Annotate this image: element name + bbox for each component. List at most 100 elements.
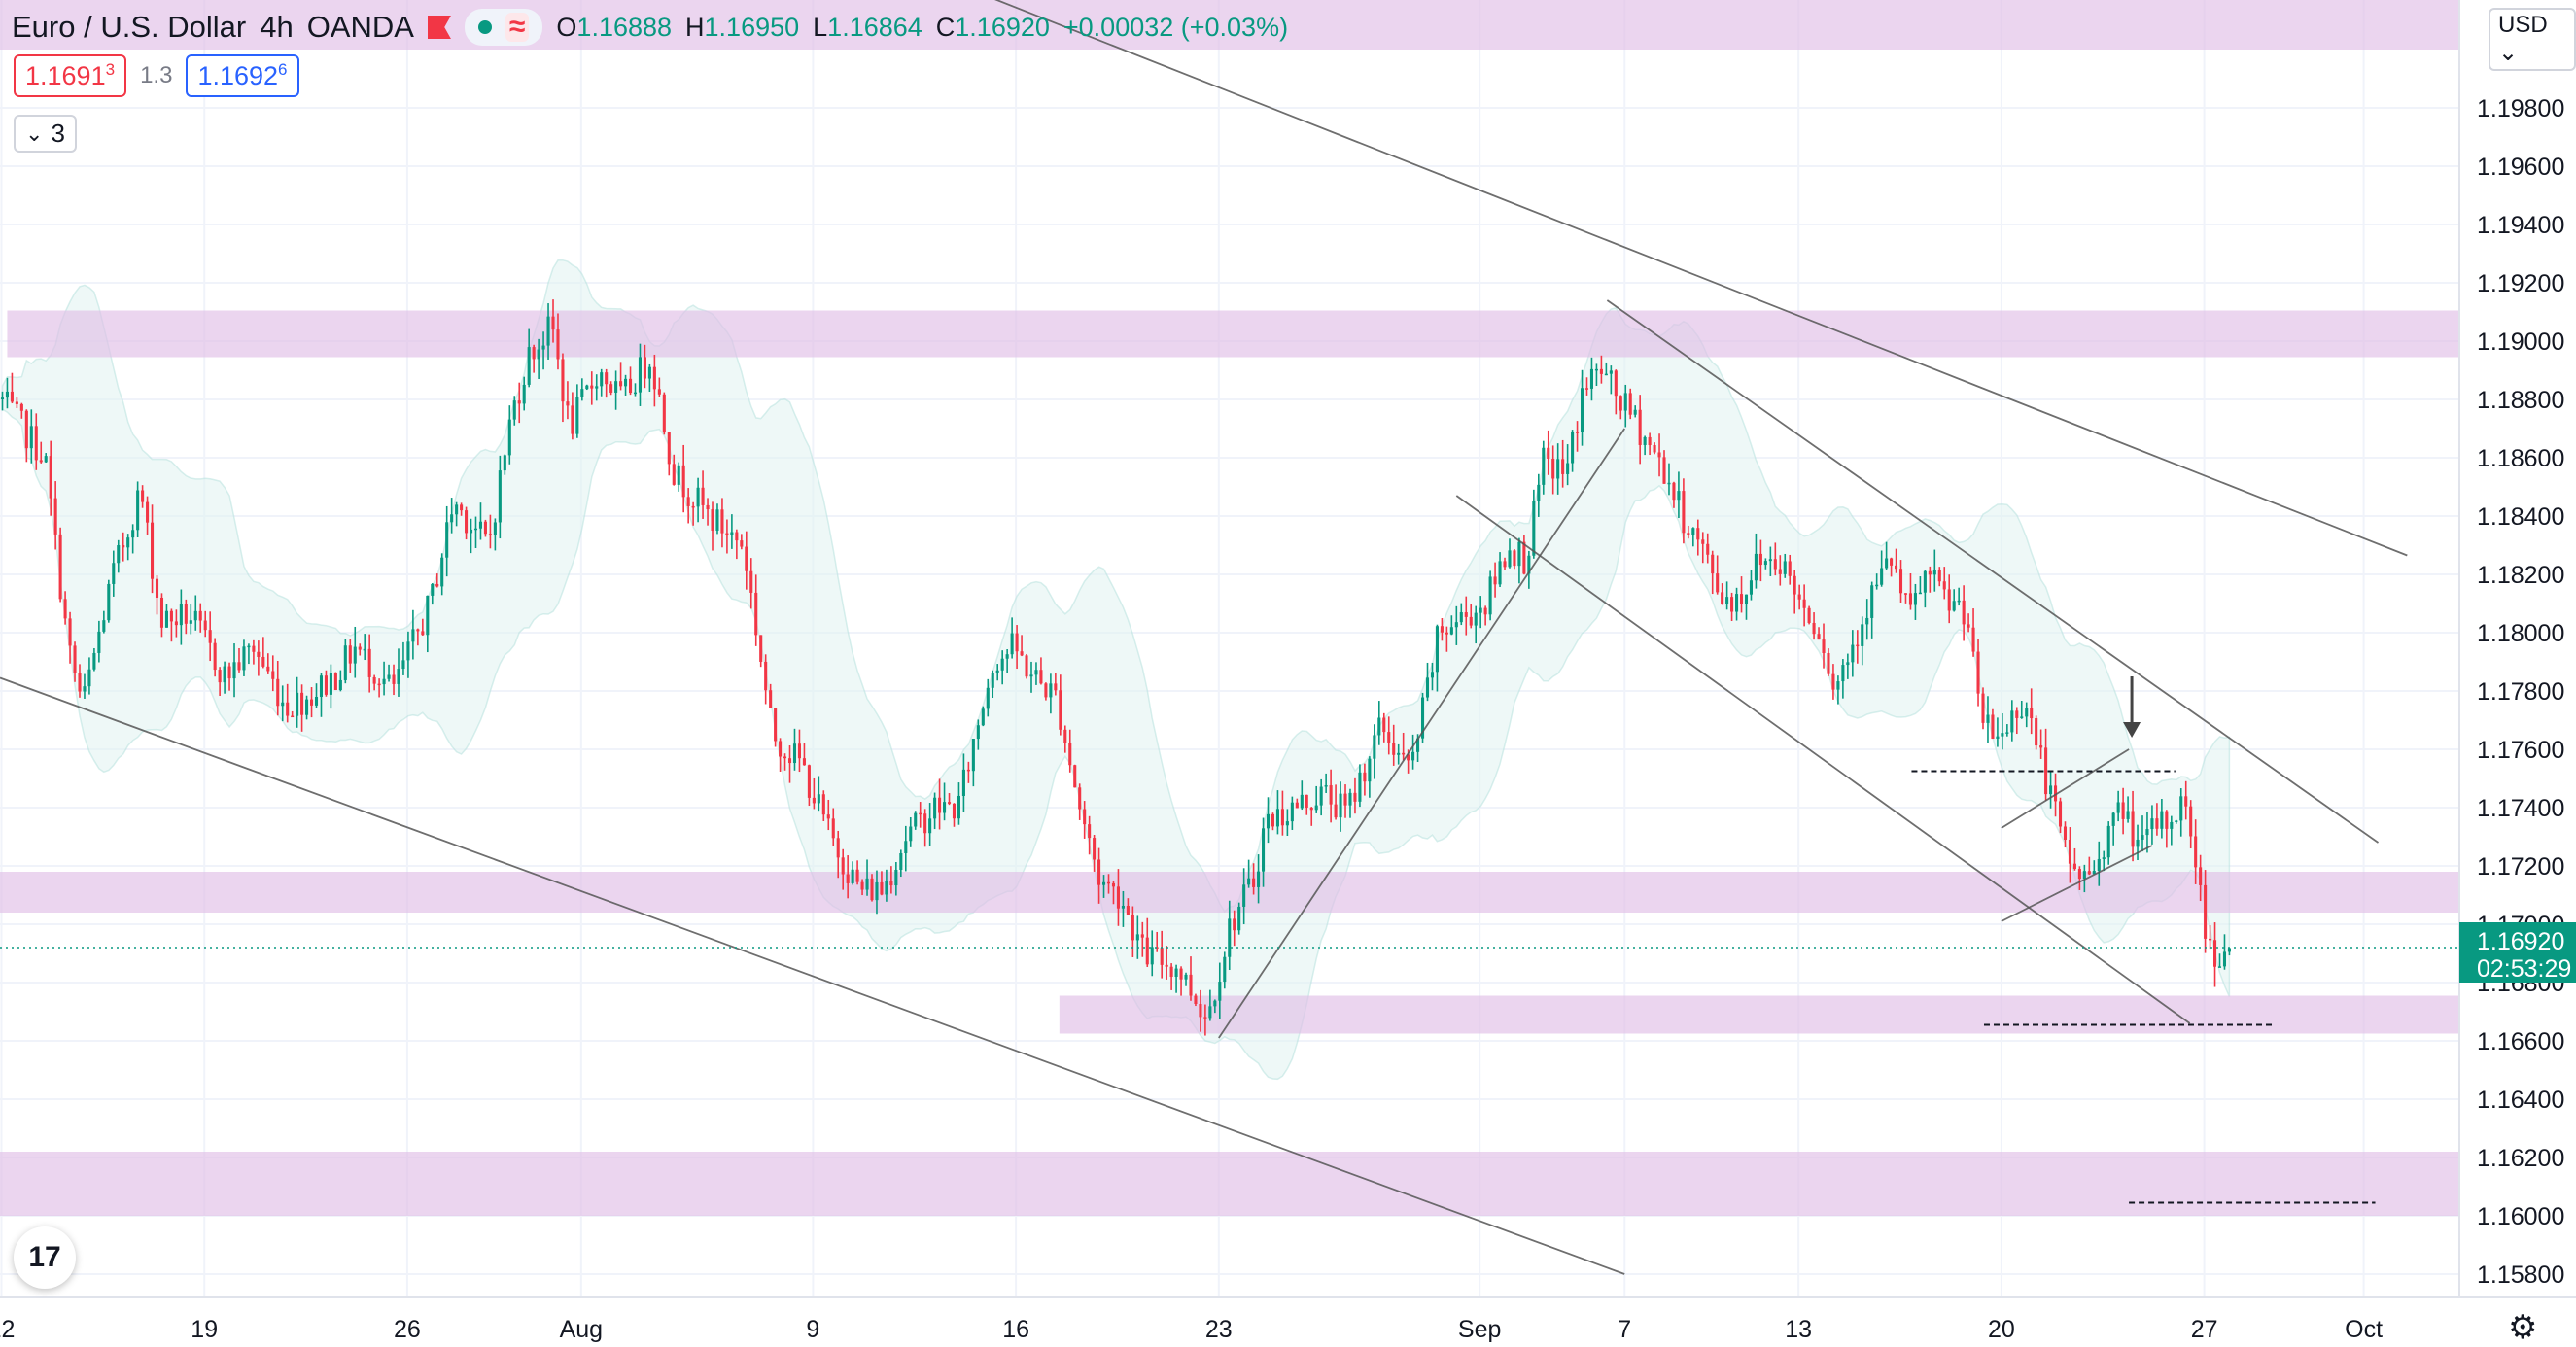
candle-body xyxy=(1493,576,1497,585)
candle-body xyxy=(87,669,91,687)
candle-body xyxy=(2165,811,2169,829)
interval-label[interactable]: 4h xyxy=(260,10,294,44)
candle-body xyxy=(300,692,304,715)
candle-body xyxy=(15,401,18,404)
candle-body xyxy=(2063,826,2068,840)
candle-body xyxy=(1571,432,1575,464)
candle-body xyxy=(1150,947,1154,965)
candle-body xyxy=(2049,785,2053,795)
candle-body xyxy=(193,610,197,621)
candle-body xyxy=(184,604,188,624)
gear-icon[interactable]: ⚙ xyxy=(2508,1309,2538,1346)
candle-body xyxy=(643,357,646,379)
candle-body xyxy=(159,597,164,628)
candle-body xyxy=(851,869,854,883)
zone-rect xyxy=(0,0,2459,50)
candle-body xyxy=(802,758,806,766)
candle-body xyxy=(242,646,246,671)
candle-body xyxy=(981,708,985,726)
candle-body xyxy=(2082,871,2086,880)
candle-body xyxy=(445,522,449,558)
candle-body xyxy=(503,455,506,471)
candle-body xyxy=(252,645,256,652)
time-tick-label: Oct xyxy=(2345,1316,2383,1343)
candle-body xyxy=(1088,824,1092,839)
candle-body xyxy=(817,794,820,804)
indicator-count: 3 xyxy=(51,119,65,148)
candle-body xyxy=(1614,370,1618,397)
candle-body xyxy=(53,498,57,535)
candle-body xyxy=(266,666,270,672)
candle-body xyxy=(769,690,773,708)
candle-body xyxy=(276,678,280,707)
candle-body xyxy=(473,528,478,531)
candle-body xyxy=(431,583,435,596)
candle-body xyxy=(1059,690,1062,730)
candle-body xyxy=(353,646,357,664)
price-tick-label: 1.18200 xyxy=(2477,562,2564,589)
candle-body xyxy=(928,818,932,834)
flag-icon[interactable] xyxy=(427,16,451,39)
candle-body xyxy=(493,522,497,535)
candle-body xyxy=(2054,785,2058,802)
candle-body xyxy=(875,881,879,901)
candle-body xyxy=(1208,1006,1212,1019)
chevron-down-icon: ⌄ xyxy=(25,121,44,146)
candle-body xyxy=(2068,839,2071,864)
candle-body xyxy=(126,537,130,548)
candle-body xyxy=(151,522,155,579)
price-tick-label: 1.19800 xyxy=(2477,95,2564,122)
candle-body xyxy=(1716,573,1720,593)
zone-rect xyxy=(7,310,2459,358)
price-tick-label: 1.17200 xyxy=(2477,853,2564,881)
candle-body xyxy=(512,400,516,420)
candle-body xyxy=(1908,593,1912,605)
trendline xyxy=(1606,299,2380,844)
time-tick-label: 23 xyxy=(1205,1316,1233,1343)
time-axis: 12 19 26 Aug 9 16 23 Sep 7 13 20 27 Oct xyxy=(0,1296,2576,1347)
currency-selector[interactable]: USD ⌄ xyxy=(2489,8,2576,71)
candle-body xyxy=(2189,806,2193,837)
candle-body xyxy=(1672,482,1676,501)
candle-body xyxy=(1551,458,1555,479)
tradingview-logo[interactable]: 17 xyxy=(14,1226,76,1289)
candle-body xyxy=(1029,674,1033,677)
candle-body xyxy=(179,604,183,626)
candle-body xyxy=(1000,658,1004,671)
time-tick-label: 19 xyxy=(191,1316,218,1343)
candle-body xyxy=(1754,553,1758,581)
candle-body xyxy=(1517,541,1521,567)
indicators-toggle[interactable]: ⌄ 3 xyxy=(14,115,77,153)
candle-body xyxy=(333,673,337,691)
candle-body xyxy=(34,426,38,461)
status-pill[interactable]: ≈ xyxy=(464,9,543,46)
candle-body xyxy=(1063,729,1067,743)
sell-button[interactable]: 1.16913 xyxy=(14,54,127,97)
candle-body xyxy=(261,656,265,667)
candle-body xyxy=(2106,825,2110,858)
candle-body xyxy=(232,662,236,679)
candle-body xyxy=(2030,708,2034,719)
buy-button[interactable]: 1.16926 xyxy=(186,54,299,97)
candle-body xyxy=(382,678,386,685)
candle-body xyxy=(1735,594,1739,612)
candle-body xyxy=(725,533,729,535)
quote-row: 1.16913 1.3 1.16926 xyxy=(14,54,299,97)
candle-body xyxy=(672,464,676,485)
candle-body xyxy=(10,391,14,402)
candle-body xyxy=(1763,561,1767,566)
candle-body xyxy=(227,666,231,679)
symbol-title[interactable]: Euro / U.S. Dollar xyxy=(12,10,247,44)
candle-body xyxy=(29,426,33,449)
candle-body xyxy=(0,397,5,399)
candle-body xyxy=(624,378,628,387)
candle-body xyxy=(1049,683,1053,698)
low-value: 1.16864 xyxy=(827,12,922,42)
time-axis-bg xyxy=(0,1297,2576,1347)
candle-body xyxy=(63,599,67,619)
candle-body xyxy=(1691,528,1695,535)
candle-body xyxy=(855,869,859,882)
candle-body xyxy=(681,465,685,498)
candle-body xyxy=(1846,662,1850,666)
